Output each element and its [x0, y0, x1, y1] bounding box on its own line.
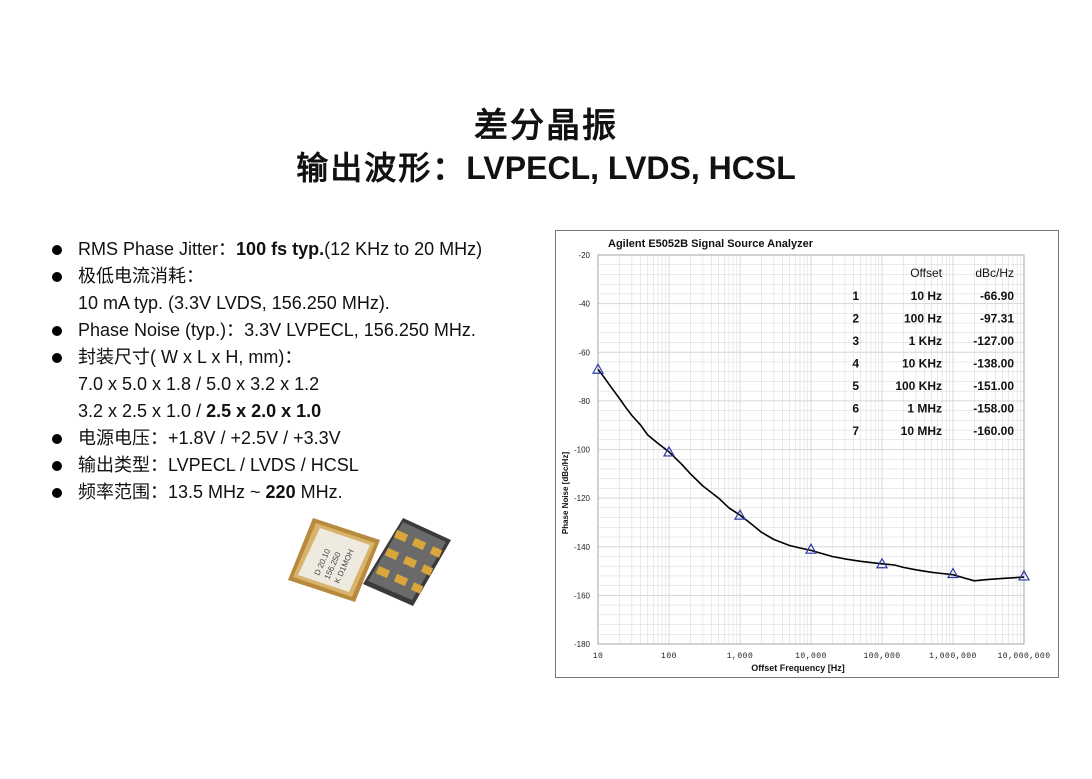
spec-rest: 10 mA typ. (3.3V LVDS, 156.250 MHz). [78, 293, 390, 313]
data-marker [591, 363, 605, 374]
chip-bottom-view [363, 518, 451, 606]
table-cell: -151.00 [973, 379, 1014, 393]
chip-top-view: D 20.10 156.250 K D1MOH [288, 518, 380, 602]
spec-list: RMS Phase Jitter：100 fs typ.(12 KHz to 2… [50, 236, 520, 506]
table-cell: -160.00 [973, 424, 1014, 438]
spec-item-voltage: 电源电压：+1.8V / +2.5V / +3.3V [50, 425, 520, 452]
chart-data-table: Offset dBc/Hz 1 10 Hz -66.90 2 100 Hz -97.31 3 1 … [852, 266, 1014, 438]
table-cell: -158.00 [973, 402, 1014, 416]
table-cell: 10 Hz [911, 289, 942, 303]
table-cell: 2 [852, 312, 859, 326]
table-cell: -127.00 [973, 334, 1014, 348]
data-marker [804, 542, 818, 554]
spec-rest: 3.2 x 2.5 x 1.0 / [78, 401, 207, 421]
x-tick-label: 100 [661, 652, 677, 661]
spec-rest: +1.8V / +2.5V / +3.3V [168, 428, 341, 448]
spec-label: 电源电压： [78, 428, 168, 449]
spec-rest: MHz. [295, 482, 343, 502]
spec-rest: 7.0 x 5.0 x 1.8 / 5.0 x 3.2 x 1.2 [78, 374, 320, 394]
spec-rest: LVPECL / LVDS / HCSL [168, 455, 359, 475]
spec-item-output: 输出类型：LVPECL / LVDS / HCSL [50, 452, 520, 479]
y-tick-label: -100 [574, 446, 591, 455]
y-tick-label: -20 [578, 251, 590, 260]
spec-rest: (12 KHz to 20 MHz) [324, 239, 483, 259]
spec-bold: 220 [265, 482, 296, 502]
table-cell: -97.31 [980, 312, 1014, 326]
table-cell: 1 MHz [907, 402, 942, 416]
spec-label: Phase Noise (typ.)： [78, 320, 245, 340]
table-cell: -138.00 [973, 357, 1014, 371]
x-tick-label: 10,000 [795, 652, 827, 661]
chart-title: Agilent E5052B Signal Source Analyzer [608, 238, 814, 250]
spec-label: 封装尺寸 [78, 347, 150, 368]
x-tick-label: 10 [593, 652, 604, 661]
y-tick-label: -120 [574, 494, 591, 503]
x-tick-label: 10,000,000 [997, 652, 1050, 661]
oscillator-chip-image: D 20.10 156.250 K D1MOH [288, 518, 451, 606]
chart-curve-layer [597, 368, 1025, 582]
plot-frame [597, 254, 1025, 645]
chart-grid [597, 254, 1025, 645]
subtitle-en: LVPECL, LVDS, HCSL [466, 150, 796, 186]
spec-item-current-detail: 10 mA typ. (3.3V LVDS, 156.250 MHz). [50, 290, 520, 317]
spec-item-jitter: RMS Phase Jitter：100 fs typ.(12 KHz to 2… [50, 236, 520, 263]
table-cell: 10 MHz [901, 424, 942, 438]
table-cell: 7 [852, 424, 859, 438]
spec-item-package: 封装尺寸( W x L x H, mm)： [50, 344, 520, 371]
spec-item-package-line2: 7.0 x 5.0 x 1.8 / 5.0 x 3.2 x 1.2 [50, 371, 520, 398]
x-tick-label: 1,000 [727, 652, 754, 661]
spec-label: RMS Phase Jitter： [78, 239, 237, 259]
spec-rest: 3.3V LVPECL, 156.250 MHz. [244, 320, 476, 340]
table-cell: 1 [852, 289, 859, 303]
table-cell: 100 Hz [904, 312, 942, 326]
spec-label: 输出类型： [78, 455, 168, 476]
y-tick-label: -80 [578, 397, 590, 406]
table-cell: -66.90 [980, 289, 1014, 303]
data-marker [875, 557, 889, 569]
table-cell: 1 KHz [909, 334, 942, 348]
table-cell: 6 [852, 402, 859, 416]
page-subtitle: 输出波形：LVPECL, LVDS, HCSL [0, 143, 1092, 189]
table-cell: 10 KHz [902, 357, 942, 371]
spec-bold: 2.5 x 2.0 x 1.0 [206, 401, 322, 421]
spec-item-package-line3: 3.2 x 2.5 x 1.0 / 2.5 x 2.0 x 1.0 [50, 398, 520, 425]
data-marker [662, 445, 676, 457]
spec-item-frequency: 频率范围：13.5 MHz ~ 220 MHz. [50, 479, 520, 506]
page-title: 差分晶振 [474, 106, 618, 146]
table-header: Offset [910, 266, 942, 280]
y-tick-label: -60 [578, 348, 590, 357]
table-header: dBc/Hz [975, 266, 1014, 280]
x-tick-label: 1,000,000 [929, 652, 977, 661]
y-tick-label: -40 [578, 300, 590, 309]
y-tick-label: -140 [574, 543, 591, 552]
chart-ylabel: Phase Noise [dBc/Hz] [561, 452, 570, 535]
phase-noise-chart: Agilent E5052B Signal Source Analyzer Ph… [555, 230, 1059, 678]
y-tick-label: -180 [574, 640, 591, 649]
table-cell: 5 [852, 379, 859, 393]
data-marker [946, 567, 960, 579]
spec-item-current: 极低电流消耗： [50, 263, 520, 290]
subtitle-cn: 输出波形： [296, 149, 467, 187]
data-marker [1017, 569, 1031, 581]
table-cell: 3 [852, 334, 859, 348]
phase-noise-curve [597, 368, 1025, 582]
table-cell: 100 KHz [895, 379, 942, 393]
spec-label: 极低电流消耗： [78, 266, 204, 287]
chart-xlabel: Offset Frequency [Hz] [751, 663, 845, 673]
spec-item-phase-noise: Phase Noise (typ.)：3.3V LVPECL, 156.250 … [50, 317, 520, 344]
x-tick-label: 100,000 [863, 652, 900, 661]
spec-label: 频率范围： [78, 482, 168, 503]
table-cell: 4 [852, 357, 859, 371]
data-marker [733, 508, 747, 520]
spec-bold: 100 fs typ. [236, 239, 325, 259]
spec-rest: ( W x L x H, mm)： [150, 347, 303, 367]
spec-rest: 13.5 MHz ~ [168, 482, 266, 502]
y-tick-label: -160 [574, 591, 591, 600]
chart-markers [591, 363, 1031, 581]
